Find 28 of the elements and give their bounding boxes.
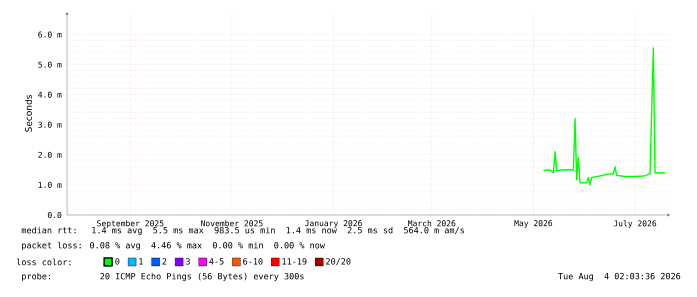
legend-label: 6-10 <box>243 258 263 265</box>
legend-label: 3 <box>186 258 190 265</box>
text: probe: 20 ICMP Echo Pings (56 Bytes) every 300s <box>22 272 304 282</box>
x-tick-label: September 2025 <box>97 220 164 228</box>
text: Tue Aug 4 02:03:36 2026 <box>558 272 680 282</box>
legend-label: 4-5 <box>209 258 224 265</box>
y-tick-label: 1.0 m <box>38 182 62 188</box>
y-tick-label: 5.0 m <box>38 62 62 68</box>
legend-label: 11-19 <box>282 258 306 265</box>
y-tick-label: 4.0 m <box>38 92 62 98</box>
y-tick-label: 0.0 <box>48 212 62 218</box>
legend-label: 20/20 <box>326 258 350 266</box>
text: packet loss: 0.08 % avg 4.46 % max 0.00 % min 0.00 % now <box>22 242 325 250</box>
line-series <box>542 47 666 186</box>
legend-label: 0 <box>115 258 120 265</box>
x-tick-label: November 2025 <box>201 220 263 226</box>
y-tick-label: 2.0 m <box>38 152 62 158</box>
y-tick-label: 6.0 m <box>38 32 62 38</box>
y-axis-title: Seconds <box>24 95 32 132</box>
x-tick-label: July 2026 <box>614 220 656 228</box>
x-tick-label: May 2026 <box>514 220 552 228</box>
legend-label: 2 <box>162 258 166 264</box>
y-tick-label: 3.0 m <box>38 122 62 128</box>
legend-label: 1 <box>139 258 143 264</box>
x-tick-label: January 2026 <box>305 220 362 228</box>
text: median rtt: 1.4 ms avg 5.5 ms max 983.5 us min 1.4 ms now 2.5 ms sd 564.0 m am/s <box>22 226 464 236</box>
legend-title: loss color: <box>16 258 70 266</box>
x-tick-label: March 2026 <box>408 220 456 226</box>
